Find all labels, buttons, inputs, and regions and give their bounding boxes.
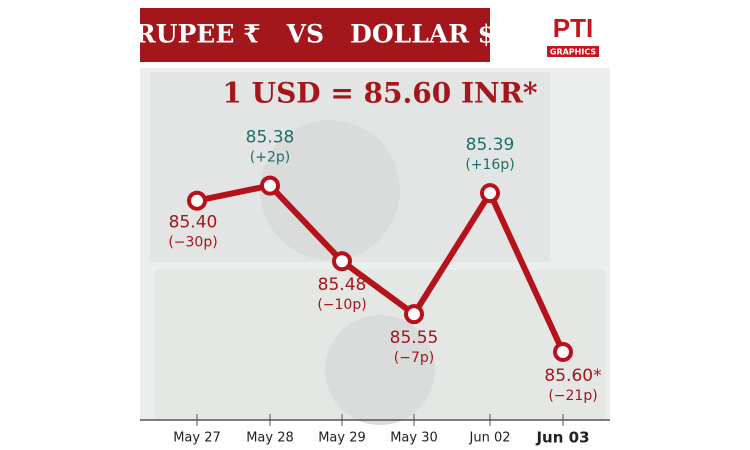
subtitle: 1 USD = 85.60 INR* (222, 77, 537, 110)
change-label: (−21p) (548, 388, 597, 404)
line (196, 182, 566, 354)
point (553, 341, 573, 362)
point (480, 183, 500, 204)
portrait (325, 315, 435, 425)
logo-sub: GRAPHICS (550, 48, 596, 57)
change-label: (+2p) (250, 150, 290, 166)
value-label: 85.55 (390, 328, 439, 348)
x-tick-label: May 30 (390, 431, 438, 446)
point (187, 190, 207, 211)
value-label: 85.38 (246, 128, 295, 148)
title-band (140, 8, 490, 62)
logo: PTI (553, 13, 593, 43)
logo-band (547, 46, 599, 57)
x-tick-label: Jun 03 (535, 429, 589, 447)
change-label: (−30p) (168, 235, 217, 251)
change-label: (−10p) (317, 297, 366, 313)
x-tick-label: Jun 02 (469, 431, 511, 446)
value-label: 85.60* (544, 366, 601, 386)
point (404, 304, 424, 325)
change-label: (+16p) (465, 157, 514, 173)
value-label: 85.39 (466, 135, 515, 155)
x-tick-label: May 27 (173, 431, 221, 446)
point (260, 175, 280, 196)
change-label: (−7p) (394, 350, 434, 366)
value-label: 85.40 (169, 213, 218, 233)
chart-title: RUPEE ₹ VS DOLLAR $ (135, 20, 495, 49)
value-label: 85.48 (318, 275, 367, 295)
x-tick-label: May 29 (318, 431, 366, 446)
point (332, 251, 352, 272)
x-tick-label: May 28 (246, 431, 294, 446)
portrait (260, 120, 400, 260)
